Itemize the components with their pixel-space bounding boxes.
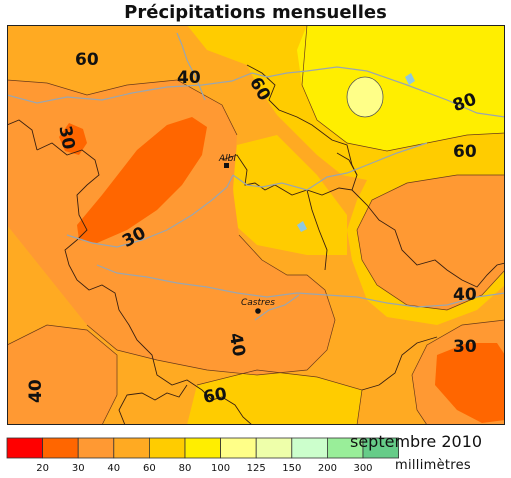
color-legend: 20 30 40 60 80 100 125 150 200 300 — [6, 437, 399, 474]
legend-tick-label: 80 — [179, 463, 192, 474]
lake — [297, 221, 307, 232]
zone-60-80-center — [233, 135, 347, 255]
map-title: Précipitations mensuelles — [124, 2, 387, 23]
rivers — [7, 32, 505, 321]
contour-label: 60 — [202, 384, 229, 408]
unit-label: millimètres — [395, 458, 471, 473]
legend-swatch-lt20 — [6, 437, 43, 459]
contour-label: 40 — [177, 68, 201, 88]
contour-label: 30 — [54, 124, 78, 151]
precipitation-map: Albi Castres 60 40 60 30 80 60 30 40 40 … — [7, 25, 505, 425]
legend-tick-label: 150 — [282, 463, 301, 474]
map-frame — [7, 25, 505, 425]
zone-20-30-central-west — [77, 117, 207, 243]
contour-label: 30 — [453, 337, 477, 357]
zone-30-40-east — [357, 175, 505, 310]
legend-tick-label: 100 — [211, 463, 230, 474]
legend-tick-label: 300 — [353, 463, 372, 474]
zone-80-100 — [297, 25, 505, 151]
zone-100-125 — [346, 76, 384, 118]
legend-swatch-30-40 — [77, 437, 115, 459]
zone-60-80-south — [187, 370, 362, 425]
legend-swatch-125-150 — [255, 437, 293, 459]
city-marker-albi — [224, 163, 229, 168]
legend-swatch-100-125 — [220, 437, 257, 459]
contour-label: 60 — [75, 50, 99, 70]
contour-label: 40 — [26, 379, 46, 403]
legend-tick-label: 60 — [143, 463, 156, 474]
contour-label: 40 — [225, 331, 249, 358]
contour-label: 40 — [453, 285, 477, 305]
city-marker-castres — [255, 308, 261, 314]
legend-tick-label: 40 — [107, 463, 120, 474]
legend-swatch-gt300 — [362, 437, 399, 459]
legend-tick-label: 20 — [36, 463, 49, 474]
city-label-castres: Castres — [241, 298, 275, 308]
zone-30-40-southwest — [7, 325, 117, 425]
legend-swatch-40-60 — [113, 437, 150, 459]
legend-swatch-80-100 — [184, 437, 221, 459]
lake — [405, 73, 415, 85]
zone-20-30-southeast — [435, 343, 505, 423]
contour-label: 60 — [453, 142, 477, 162]
legend-swatch-150-200 — [291, 437, 328, 459]
legend-tick-label: 125 — [247, 463, 266, 474]
legend-tick-label: 30 — [72, 463, 85, 474]
admin-boundaries — [7, 64, 505, 425]
legend-swatch-60-80 — [148, 437, 186, 459]
contour-lines — [7, 25, 505, 425]
period-label: septembre 2010 — [350, 432, 483, 451]
legend-swatch-20-30 — [42, 437, 79, 459]
city-label-albi: Albi — [218, 154, 236, 164]
legend-tick-label: 200 — [318, 463, 337, 474]
zone-20-30-northwest — [59, 123, 87, 155]
